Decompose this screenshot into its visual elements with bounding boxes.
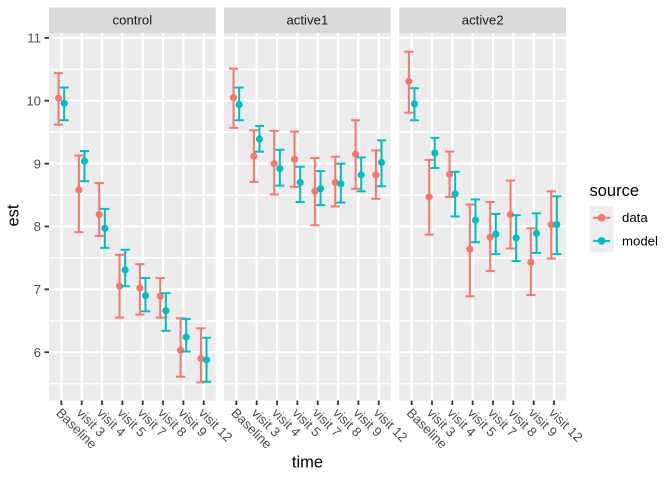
- svg-text:control: control: [113, 13, 153, 28]
- svg-text:model: model: [622, 233, 658, 248]
- svg-text:11: 11: [27, 31, 41, 46]
- svg-text:time: time: [292, 454, 323, 472]
- svg-text:10: 10: [26, 93, 41, 108]
- svg-text:8: 8: [34, 219, 41, 234]
- svg-text:source: source: [590, 182, 640, 200]
- svg-text:est: est: [4, 204, 22, 226]
- svg-text:active2: active2: [462, 13, 504, 28]
- svg-text:active1: active1: [286, 13, 328, 28]
- svg-text:9: 9: [34, 156, 41, 171]
- svg-text:7: 7: [34, 282, 41, 297]
- svg-text:6: 6: [34, 345, 41, 360]
- svg-text:data: data: [622, 210, 648, 225]
